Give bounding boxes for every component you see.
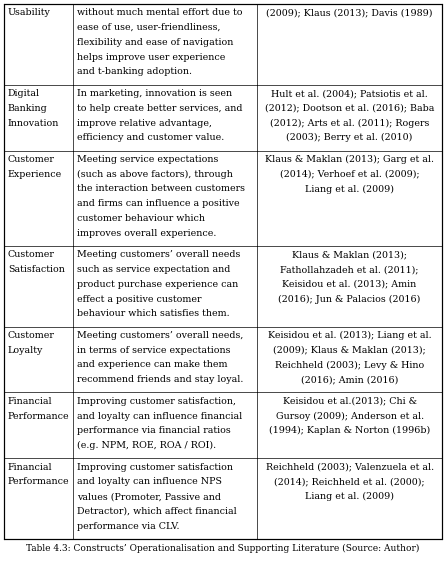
- Text: customer behaviour which: customer behaviour which: [77, 214, 205, 223]
- Text: Table 4.3: Constructs’ Operationalisation and Supporting Literature (Source: Aut: Table 4.3: Constructs’ Operationalisatio…: [26, 544, 420, 553]
- Text: efficiency and customer value.: efficiency and customer value.: [77, 134, 224, 142]
- Text: Keisidou et al. (2013); Liang et al.: Keisidou et al. (2013); Liang et al.: [268, 331, 431, 340]
- Text: (2014); Reichheld et al. (2000);: (2014); Reichheld et al. (2000);: [274, 477, 425, 486]
- Text: Hult et al. (2004); Patsiotis et al.: Hult et al. (2004); Patsiotis et al.: [271, 89, 428, 98]
- Text: performance via financial ratios: performance via financial ratios: [77, 426, 231, 435]
- Text: (2012); Dootson et al. (2016); Baba: (2012); Dootson et al. (2016); Baba: [265, 104, 434, 113]
- Text: values (Promoter, Passive and: values (Promoter, Passive and: [77, 492, 221, 501]
- Text: Liang et al. (2009): Liang et al. (2009): [305, 185, 394, 194]
- Text: (2012); Arts et al. (2011); Rogers: (2012); Arts et al. (2011); Rogers: [270, 118, 429, 128]
- Text: Klaus & Maklan (2013);: Klaus & Maklan (2013);: [292, 250, 407, 259]
- Text: (2009); Klaus (2013); Davis (1989): (2009); Klaus (2013); Davis (1989): [266, 8, 433, 17]
- Text: flexibility and ease of navigation: flexibility and ease of navigation: [77, 38, 234, 47]
- Text: Financial: Financial: [8, 397, 53, 406]
- Text: and experience can make them: and experience can make them: [77, 361, 228, 370]
- Text: Improving customer satisfaction,: Improving customer satisfaction,: [77, 397, 236, 406]
- Text: effect a positive customer: effect a positive customer: [77, 295, 202, 304]
- Text: (e.g. NPM, ROE, ROA / ROI).: (e.g. NPM, ROE, ROA / ROI).: [77, 441, 216, 450]
- Text: (2003); Berry et al. (2010): (2003); Berry et al. (2010): [286, 134, 413, 142]
- Text: Meeting customers’ overall needs: Meeting customers’ overall needs: [77, 250, 240, 259]
- Text: (2016); Amin (2016): (2016); Amin (2016): [301, 375, 398, 384]
- Text: ease of use, user-friendliness,: ease of use, user-friendliness,: [77, 23, 221, 32]
- Text: Customer: Customer: [8, 331, 55, 340]
- Text: Digital: Digital: [8, 89, 40, 98]
- Text: Keisidou et al.(2013); Chi &: Keisidou et al.(2013); Chi &: [283, 397, 417, 406]
- Text: to help create better services, and: to help create better services, and: [77, 104, 243, 113]
- Text: in terms of service expectations: in terms of service expectations: [77, 346, 231, 355]
- Text: and loyalty can influence financial: and loyalty can influence financial: [77, 412, 243, 421]
- Text: Keisidou et al. (2013); Amin: Keisidou et al. (2013); Amin: [282, 280, 417, 289]
- Text: Fathollahzadeh et al. (2011);: Fathollahzadeh et al. (2011);: [281, 265, 419, 274]
- Text: Performance: Performance: [8, 477, 70, 486]
- Text: helps improve user experience: helps improve user experience: [77, 53, 226, 62]
- Text: (such as above factors), through: (such as above factors), through: [77, 169, 233, 179]
- Text: Reichheld (2003); Levy & Hino: Reichheld (2003); Levy & Hino: [275, 361, 424, 370]
- Text: In marketing, innovation is seen: In marketing, innovation is seen: [77, 89, 232, 98]
- Text: (2014); Verhoef et al. (2009);: (2014); Verhoef et al. (2009);: [280, 169, 419, 178]
- Text: Satisfaction: Satisfaction: [8, 265, 65, 274]
- Text: (2009); Klaus & Maklan (2013);: (2009); Klaus & Maklan (2013);: [273, 346, 426, 355]
- Text: Gursoy (2009); Anderson et al.: Gursoy (2009); Anderson et al.: [276, 412, 424, 421]
- Text: Financial: Financial: [8, 463, 53, 472]
- Text: Customer: Customer: [8, 250, 55, 259]
- Text: Usability: Usability: [8, 8, 51, 17]
- Text: improves overall experience.: improves overall experience.: [77, 229, 217, 238]
- Text: (2016); Jun & Palacios (2016): (2016); Jun & Palacios (2016): [278, 295, 421, 304]
- Text: and t-banking adoption.: and t-banking adoption.: [77, 67, 192, 76]
- Text: Klaus & Maklan (2013); Garg et al.: Klaus & Maklan (2013); Garg et al.: [265, 155, 434, 164]
- Text: without much mental effort due to: without much mental effort due to: [77, 8, 243, 17]
- Text: and firms can influence a positive: and firms can influence a positive: [77, 199, 240, 208]
- Text: Loyalty: Loyalty: [8, 346, 43, 355]
- Text: such as service expectation and: such as service expectation and: [77, 265, 231, 274]
- Text: Banking: Banking: [8, 104, 48, 113]
- Text: performance via CLV.: performance via CLV.: [77, 522, 180, 531]
- Text: (1994); Kaplan & Norton (1996b): (1994); Kaplan & Norton (1996b): [269, 426, 430, 435]
- Text: Improving customer satisfaction: Improving customer satisfaction: [77, 463, 233, 472]
- Text: Innovation: Innovation: [8, 118, 59, 127]
- Text: Performance: Performance: [8, 412, 70, 421]
- Text: recommend friends and stay loyal.: recommend friends and stay loyal.: [77, 375, 244, 384]
- Text: improve relative advantage,: improve relative advantage,: [77, 118, 212, 127]
- Text: Detractor), which affect financial: Detractor), which affect financial: [77, 507, 237, 516]
- Text: Meeting customers’ overall needs,: Meeting customers’ overall needs,: [77, 331, 244, 340]
- Text: Meeting service expectations: Meeting service expectations: [77, 155, 219, 164]
- Text: Experience: Experience: [8, 169, 62, 178]
- Text: and loyalty can influence NPS: and loyalty can influence NPS: [77, 477, 222, 486]
- Text: Liang et al. (2009): Liang et al. (2009): [305, 492, 394, 502]
- Text: Reichheld (2003); Valenzuela et al.: Reichheld (2003); Valenzuela et al.: [265, 463, 434, 472]
- Text: the interaction between customers: the interaction between customers: [77, 185, 245, 194]
- Text: Customer: Customer: [8, 155, 55, 164]
- Text: product purchase experience can: product purchase experience can: [77, 280, 239, 289]
- Text: behaviour which satisfies them.: behaviour which satisfies them.: [77, 309, 230, 318]
